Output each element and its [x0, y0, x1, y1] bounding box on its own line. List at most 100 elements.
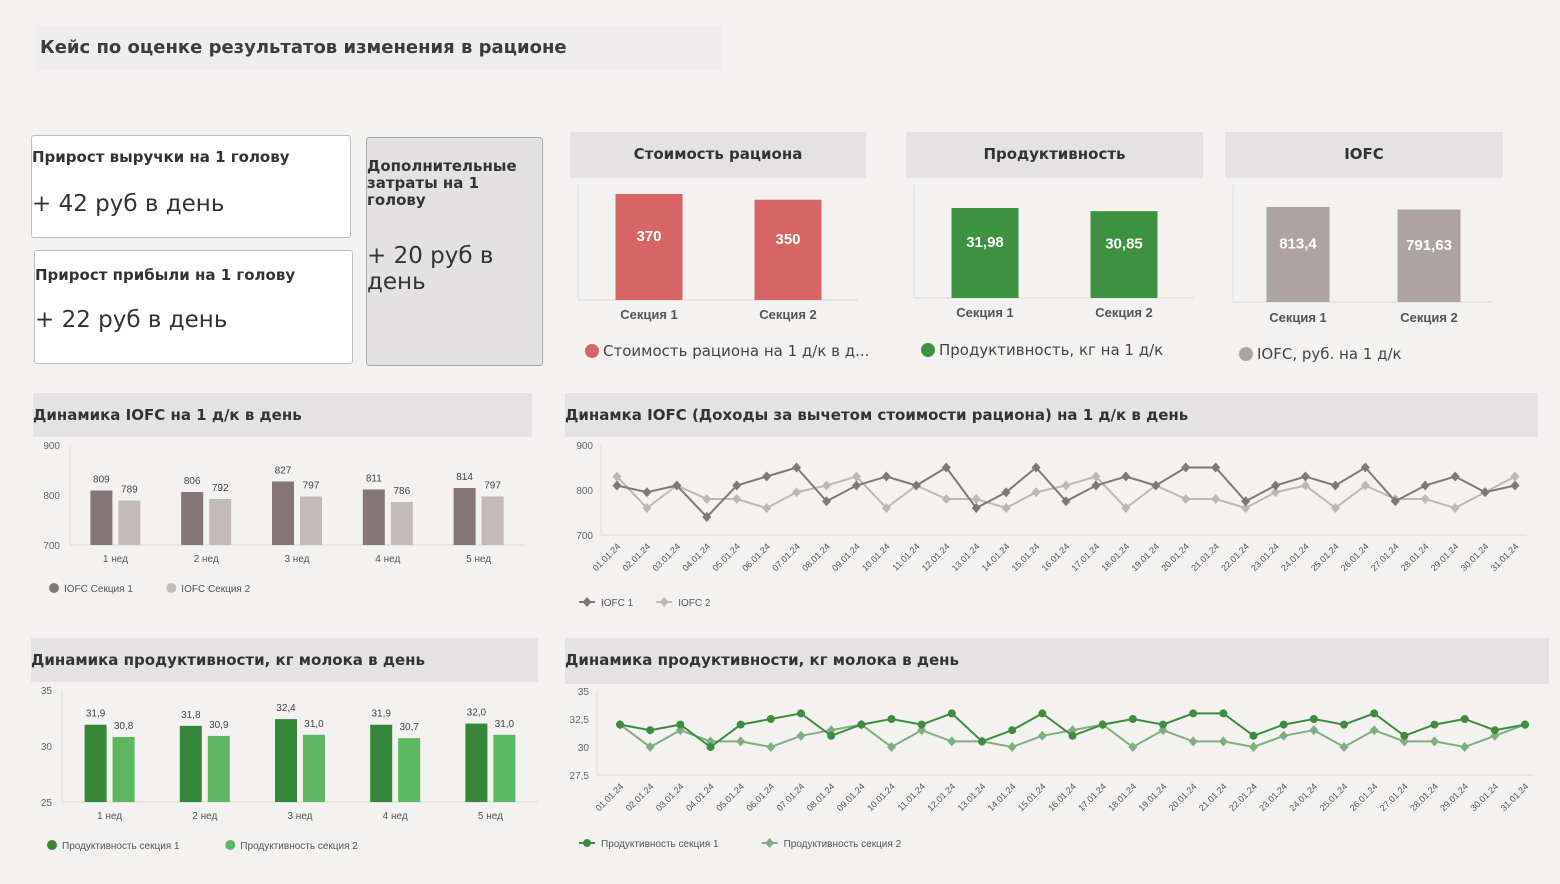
x-tick-label: 12.01.24 — [920, 541, 952, 573]
bar-1 — [951, 208, 1019, 298]
data-point — [612, 471, 622, 482]
bar-value-label: 792 — [212, 483, 229, 494]
y-tick-label: 800 — [43, 491, 60, 502]
category-label: 5 нед — [478, 811, 503, 822]
data-point — [1510, 471, 1520, 482]
prod-weekly-title: Динамика продуктивности, кг молока в ден… — [31, 651, 425, 669]
data-point — [941, 462, 951, 473]
data-point — [1121, 503, 1131, 513]
bar-value-label: 31,0 — [304, 719, 324, 730]
iofc-weekly-header: Динамика IOFC на 1 д/к в день — [33, 393, 532, 437]
bar-1-4 — [362, 489, 385, 545]
kpi-extra-costs-value: + 20 руб в день — [367, 243, 494, 295]
category-label: Секция 2 — [759, 307, 817, 322]
x-tick-label: 18.01.24 — [1106, 781, 1138, 813]
bar-2-5 — [493, 734, 516, 802]
data-point — [1188, 736, 1198, 747]
y-tick-label: 35 — [578, 687, 590, 698]
bar-value-label: 791,63 — [1406, 237, 1452, 254]
data-point — [851, 471, 861, 482]
data-point — [1450, 503, 1460, 513]
x-tick-label: 26.01.24 — [1348, 781, 1380, 813]
data-point — [1241, 496, 1251, 507]
x-tick-label: 21.01.24 — [1189, 541, 1221, 573]
prod-chart-title: Продуктивность — [983, 145, 1126, 163]
iofc-legend-label: IOFC, руб. на 1 д/к — [1257, 345, 1402, 363]
data-point — [1181, 462, 1191, 473]
data-point — [1068, 725, 1077, 736]
bar-value-label: 31,0 — [495, 719, 515, 730]
x-tick-label: 27.01.24 — [1378, 781, 1410, 813]
x-tick-label: 14.01.24 — [980, 541, 1012, 573]
x-tick-label: 11.01.24 — [890, 541, 921, 572]
legend-label-1: IOFC Секция 1 — [64, 584, 133, 595]
data-point — [1309, 715, 1318, 723]
y-tick-label: 900 — [576, 441, 593, 452]
data-point — [1098, 720, 1107, 729]
iofc-legend-dot — [1239, 347, 1253, 361]
legend-label-2: Продуктивность секция 2 — [240, 841, 358, 852]
x-tick-label: 09.01.24 — [835, 781, 867, 813]
data-point — [1189, 709, 1198, 718]
bar-2-5 — [481, 496, 504, 545]
data-point — [676, 720, 685, 729]
bar-2 — [1397, 209, 1461, 302]
data-point — [1450, 471, 1460, 482]
legend-label-1: Продуктивность секция 1 — [601, 839, 719, 850]
category-label: 3 нед — [287, 811, 312, 822]
y-tick-label: 900 — [43, 441, 60, 452]
bar-1-5 — [453, 488, 476, 545]
data-point — [1339, 742, 1349, 752]
data-point — [1460, 742, 1470, 752]
data-point — [1480, 487, 1490, 498]
data-point — [1420, 480, 1430, 491]
x-tick-label: 08.01.24 — [800, 541, 832, 573]
legend-label-2: IOFC Секция 2 — [181, 584, 250, 595]
data-point — [792, 462, 802, 473]
x-tick-label: 27.01.24 — [1369, 541, 1401, 573]
x-tick-label: 05.01.24 — [710, 541, 742, 573]
bar-value-label: 30,7 — [399, 722, 419, 733]
x-tick-label: 17.01.24 — [1069, 541, 1101, 573]
kpi-revenue-card: Прирост выручки на 1 голову + 42 руб в д… — [31, 135, 351, 238]
x-tick-label: 22.01.24 — [1227, 781, 1259, 813]
data-point — [762, 503, 772, 513]
x-tick-label: 15.01.24 — [1010, 541, 1042, 573]
x-tick-label: 24.01.24 — [1287, 781, 1319, 813]
x-tick-label: 28.01.24 — [1408, 781, 1440, 813]
x-tick-label: 19.01.24 — [1137, 781, 1169, 813]
kpi-profit-card: Прирост прибыли на 1 голову + 22 руб в д… — [34, 250, 353, 364]
data-point — [881, 503, 891, 513]
data-point — [672, 480, 682, 491]
bar-2-1 — [118, 500, 141, 545]
bar-1 — [615, 194, 683, 300]
data-point — [1370, 709, 1379, 718]
data-point — [645, 742, 655, 752]
iofc-daily-chart: 900 800 70001.01.2402.01.2403.01.2404.01.2… — [576, 441, 1527, 609]
bar-1-1 — [84, 724, 107, 802]
data-point — [1159, 720, 1167, 729]
data-point — [1061, 480, 1071, 491]
x-tick-label: 22.01.24 — [1219, 541, 1251, 573]
x-tick-label: 04.01.24 — [680, 541, 712, 573]
data-point — [1218, 736, 1228, 747]
bar-value-label: 32,4 — [276, 703, 296, 714]
data-point — [971, 503, 981, 513]
x-tick-label: 30.01.24 — [1459, 541, 1491, 573]
category-label: 5 нед — [466, 554, 491, 565]
x-tick-label: 31.01.24 — [1489, 541, 1521, 573]
prod-legend-label: Продуктивность, кг на 1 д/к — [939, 341, 1164, 359]
data-point — [732, 494, 742, 504]
bar-1-2 — [179, 725, 202, 802]
kpi-profit-label: Прирост прибыли на 1 голову — [35, 266, 296, 284]
prod-daily-header: Динамика продуктивности, кг молока в ден… — [565, 638, 1549, 684]
data-point — [1249, 742, 1258, 752]
legend-marker-1 — [583, 839, 591, 847]
iofc-weekly-chart: 900 800 700 809 789 1 нед 806 792 2 нед 827 797 3 н… — [43, 441, 524, 595]
x-tick-label: 31.01.24 — [1499, 781, 1531, 813]
data-point — [1400, 731, 1409, 740]
legend-dot-1 — [49, 583, 59, 593]
iofc-daily-header: Динамка IOFC (Доходы за вычетом стоимост… — [565, 393, 1538, 437]
y-tick-label: 30 — [578, 743, 590, 754]
data-point — [642, 503, 652, 513]
